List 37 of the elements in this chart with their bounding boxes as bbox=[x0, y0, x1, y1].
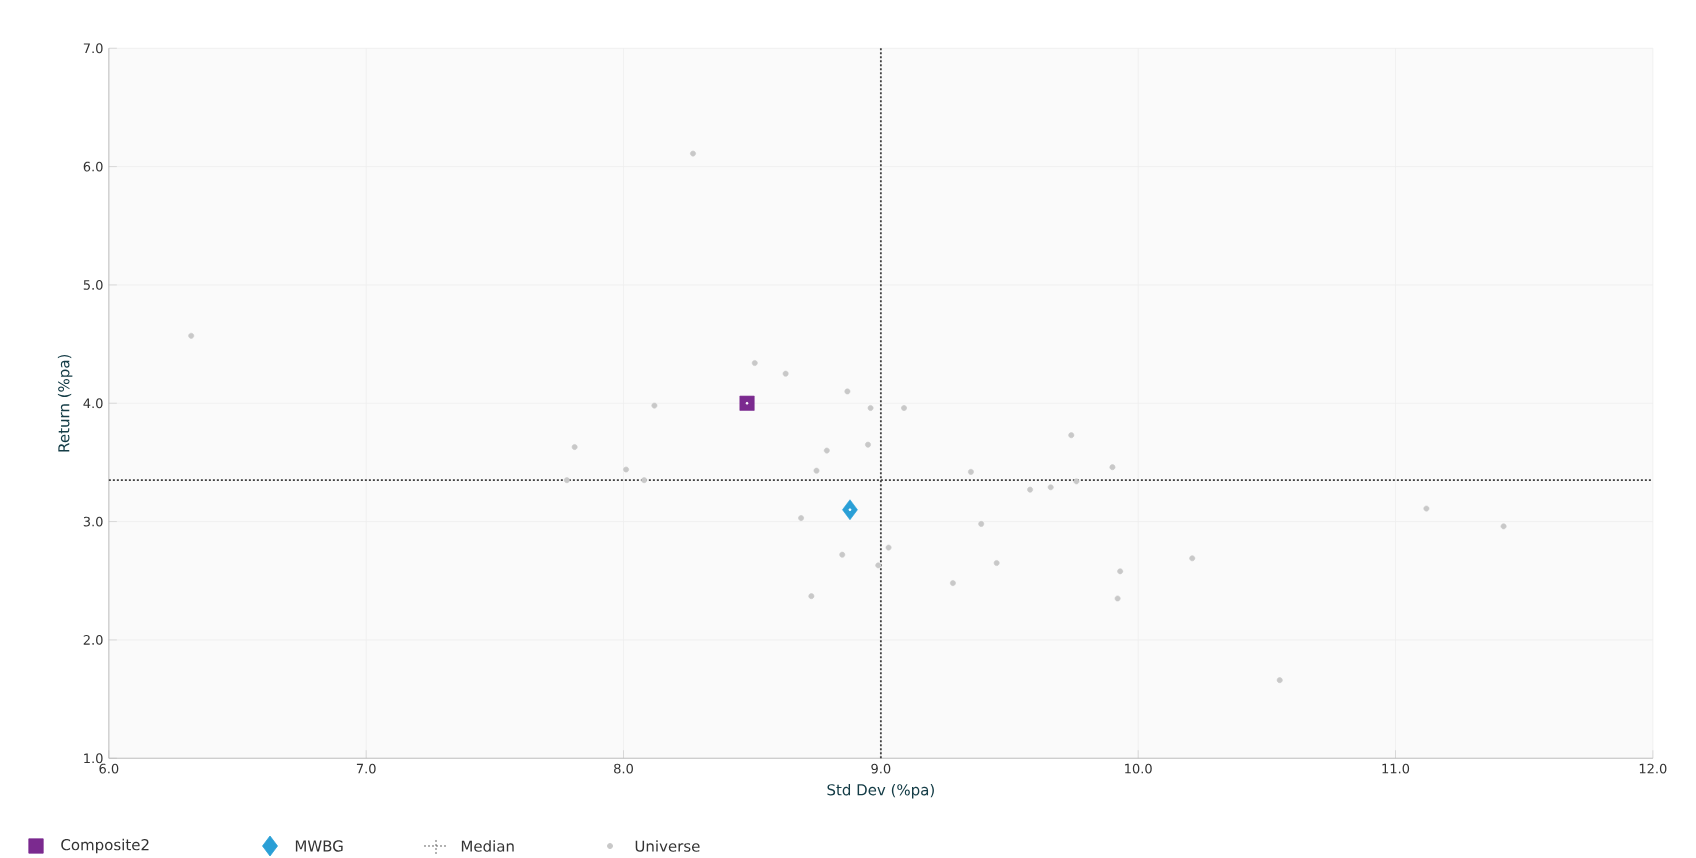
point bbox=[1500, 523, 1507, 530]
point bbox=[808, 593, 815, 600]
point bbox=[571, 444, 578, 450]
point bbox=[1114, 595, 1121, 602]
point bbox=[1423, 505, 1430, 512]
point bbox=[690, 150, 696, 157]
point bbox=[839, 551, 846, 558]
point bbox=[875, 562, 882, 569]
point bbox=[641, 477, 648, 484]
point bbox=[885, 544, 892, 551]
point bbox=[844, 388, 851, 395]
point bbox=[782, 370, 789, 377]
point bbox=[1073, 478, 1080, 485]
point bbox=[968, 468, 974, 475]
point bbox=[798, 515, 804, 521]
point bbox=[1068, 432, 1075, 439]
point bbox=[993, 560, 1000, 566]
point bbox=[950, 580, 956, 587]
point bbox=[1117, 568, 1124, 575]
point bbox=[842, 499, 858, 521]
point bbox=[188, 332, 195, 339]
point bbox=[1027, 486, 1033, 493]
point bbox=[739, 395, 755, 411]
point bbox=[751, 360, 758, 366]
point bbox=[901, 405, 907, 411]
point bbox=[1109, 464, 1116, 471]
point bbox=[623, 466, 629, 473]
point bbox=[813, 467, 820, 474]
point bbox=[867, 405, 874, 411]
point bbox=[564, 477, 570, 484]
point bbox=[823, 447, 830, 454]
point bbox=[1189, 555, 1196, 562]
point bbox=[865, 441, 871, 448]
point bbox=[1276, 677, 1283, 684]
point bbox=[978, 521, 985, 527]
point bbox=[1047, 484, 1054, 491]
point bbox=[651, 402, 658, 409]
